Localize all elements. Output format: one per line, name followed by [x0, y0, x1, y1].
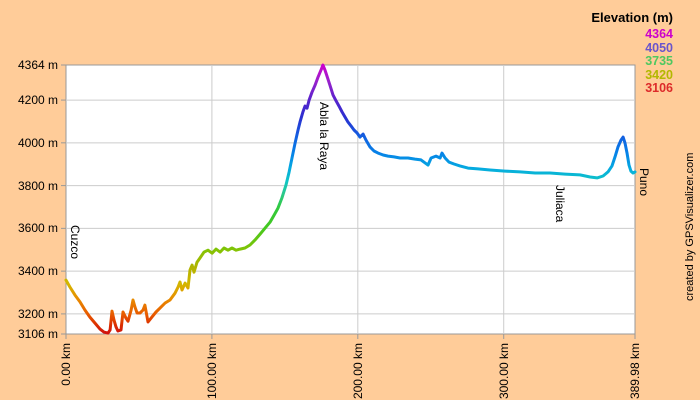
credit-text: created by GPSVisualizer.com: [684, 152, 696, 301]
plot-area: [65, 64, 636, 335]
legend-entries: 4364 4050 3735 3420 3106: [591, 27, 673, 96]
y-axis-label: 4364 m: [17, 58, 58, 72]
legend-entry: 3106: [645, 81, 673, 95]
legend-entry: 4364: [645, 27, 673, 41]
waypoint-label-juliaca: Juliaca: [552, 184, 567, 223]
x-axis-label: 300.00 km: [496, 343, 511, 400]
legend-entry: 4050: [645, 40, 673, 55]
x-axis-label: 200.00 km: [350, 343, 365, 400]
y-axis-label: 3800 m: [17, 178, 58, 193]
y-axis-label: 3106 m: [17, 327, 58, 341]
elevation-profile-line: [64, 63, 637, 335]
y-axis-label: 3200 m: [17, 306, 58, 321]
x-axis-label: 100.00 km: [204, 343, 219, 400]
x-axis-label: 0.00 km: [59, 343, 73, 386]
y-axis-label: 4000 m: [17, 135, 58, 150]
y-axis-label: 3400 m: [17, 264, 58, 279]
legend-title: Elevation (m): [591, 10, 673, 25]
y-axis-label: 3600 m: [17, 221, 58, 236]
waypoint-label-cuzco: Cuzco: [67, 224, 82, 259]
legend-entry: 3735: [645, 54, 673, 68]
legend: Elevation (m) 4364 4050 3735 3420 3106: [591, 10, 673, 96]
waypoint-label-abla-la-raya: Abla la Raya: [317, 101, 332, 171]
waypoint-label-puno: Puno: [636, 168, 651, 197]
legend-entry: 3420: [645, 67, 673, 82]
x-axis-label: 389.98 km: [628, 343, 642, 400]
y-axis-label: 4200 m: [17, 93, 58, 108]
